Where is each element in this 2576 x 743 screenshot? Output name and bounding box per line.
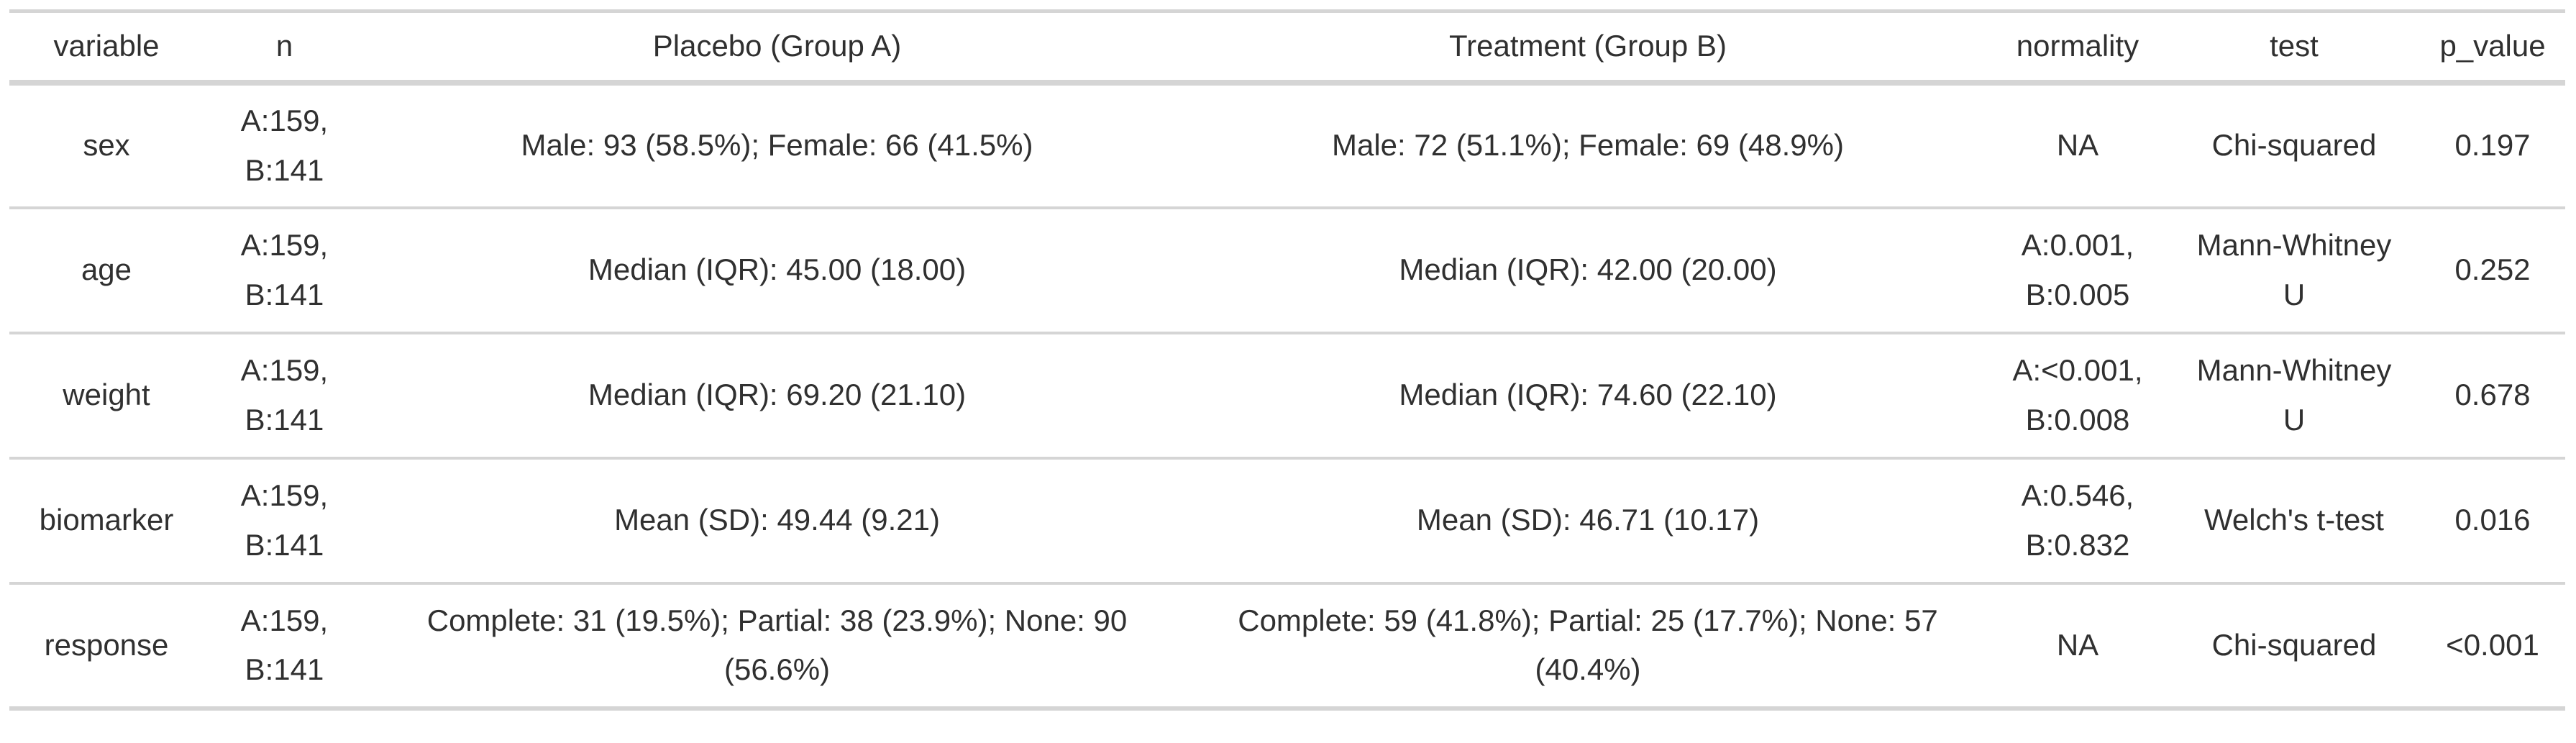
cell-placebo: Median (IQR): 69.20 (21.10) xyxy=(365,332,1189,460)
cell-variable: age xyxy=(9,207,204,334)
cell-n: A:159, B:141 xyxy=(204,207,365,334)
cell-test: Mann-Whitney U xyxy=(2168,207,2420,334)
cell-p_value: 0.678 xyxy=(2420,332,2565,460)
cell-test: Mann-Whitney U xyxy=(2168,332,2420,460)
cell-p_value: <0.001 xyxy=(2420,583,2565,711)
table-row: weight A:159, B:141 Median (IQR): 69.20 (2… xyxy=(9,332,2565,460)
cell-treatment: Median (IQR): 42.00 (20.00) xyxy=(1189,207,1987,334)
cell-placebo: Male: 93 (58.5%); Female: 66 (41.5%) xyxy=(365,82,1189,209)
cell-treatment: Complete: 59 (41.8%); Partial: 25 (17.7%… xyxy=(1189,583,1987,711)
column-header-n: n xyxy=(204,9,365,86)
cell-p_value: 0.016 xyxy=(2420,457,2565,585)
cell-placebo: Mean (SD): 49.44 (9.21) xyxy=(365,457,1189,585)
cell-variable: biomarker xyxy=(9,457,204,585)
cell-test: Chi-squared xyxy=(2168,82,2420,209)
cell-placebo: Median (IQR): 45.00 (18.00) xyxy=(365,207,1189,334)
table-row: age A:159, B:141 Median (IQR): 45.00 (18.0… xyxy=(9,207,2565,334)
table-header: variable n Placebo (Group A) Treatment (… xyxy=(9,9,2565,86)
cell-treatment: Median (IQR): 74.60 (22.10) xyxy=(1189,332,1987,460)
column-header-variable: variable xyxy=(9,9,204,86)
cell-n: A:159, B:141 xyxy=(204,583,365,711)
cell-variable: sex xyxy=(9,82,204,209)
header-row: variable n Placebo (Group A) Treatment (… xyxy=(9,9,2565,86)
cell-test: Welch's t-test xyxy=(2168,457,2420,585)
cell-p_value: 0.197 xyxy=(2420,82,2565,209)
cell-variable: weight xyxy=(9,332,204,460)
cell-n: A:159, B:141 xyxy=(204,332,365,460)
column-header-normality: normality xyxy=(1987,9,2168,86)
table-row: sex A:159, B:141 Male: 93 (58.5%); Female:… xyxy=(9,82,2565,209)
cell-normality: A:0.001, B:0.005 xyxy=(1987,207,2168,334)
column-header-placebo: Placebo (Group A) xyxy=(365,9,1189,86)
table-body: sex A:159, B:141 Male: 93 (58.5%); Female:… xyxy=(9,82,2565,711)
column-header-treatment: Treatment (Group B) xyxy=(1189,9,1987,86)
cell-treatment: Male: 72 (51.1%); Female: 69 (48.9%) xyxy=(1189,82,1987,209)
cell-normality: A:<0.001, B:0.008 xyxy=(1987,332,2168,460)
cell-normality: NA xyxy=(1987,583,2168,711)
table-row: biomarker A:159, B:141 Mean (SD): 49.44 (9… xyxy=(9,457,2565,585)
cell-n: A:159, B:141 xyxy=(204,82,365,209)
cell-variable: response xyxy=(9,583,204,711)
cell-normality: NA xyxy=(1987,82,2168,209)
cell-test: Chi-squared xyxy=(2168,583,2420,711)
column-header-test: test xyxy=(2168,9,2420,86)
column-header-p-value: p_value xyxy=(2420,9,2565,86)
group-comparison-table: variable n Placebo (Group A) Treatment (… xyxy=(9,9,2565,711)
cell-p_value: 0.252 xyxy=(2420,207,2565,334)
table-row: response A:159, B:141 Complete: 31 (19.5%)… xyxy=(9,583,2565,711)
cell-placebo: Complete: 31 (19.5%); Partial: 38 (23.9%… xyxy=(365,583,1189,711)
cell-normality: A:0.546, B:0.832 xyxy=(1987,457,2168,585)
cell-n: A:159, B:141 xyxy=(204,457,365,585)
cell-treatment: Mean (SD): 46.71 (10.17) xyxy=(1189,457,1987,585)
